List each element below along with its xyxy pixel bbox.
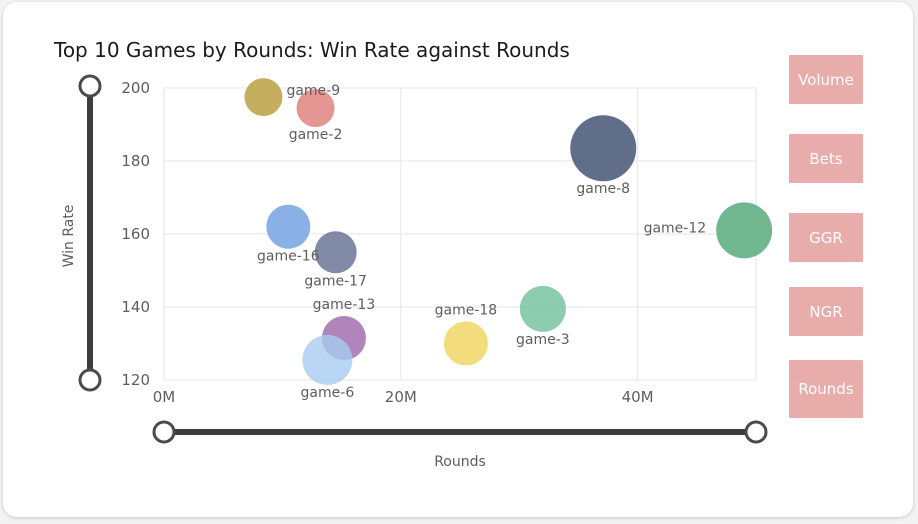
y-tick-label: 160 [121,225,150,243]
ggr-button[interactable]: GGR [789,213,863,262]
bets-button[interactable]: Bets [789,134,863,183]
bubble-game-9[interactable] [244,78,283,117]
bubble-label: game-16 [257,249,320,265]
bubble-game-3[interactable] [519,285,566,332]
bubble-label: game-8 [576,181,630,197]
y-range-slider-top-handle[interactable] [78,74,102,98]
x-axis-title: Rounds [434,454,486,470]
bubble-game-2[interactable] [296,89,335,128]
x-tick-label: 40M [622,388,654,406]
volume-button[interactable]: Volume [789,55,863,104]
bubble-game-8[interactable] [570,115,637,182]
y-range-slider-bottom-handle[interactable] [78,368,102,392]
bubble-label: game-18 [435,303,498,319]
x-range-slider-left-handle[interactable] [152,420,176,444]
bubble-game-16[interactable] [266,204,311,249]
bubble-label: game-6 [301,385,355,401]
bubble-label: game-13 [313,297,376,313]
x-axis-ticks: 0M 20M 40M [153,388,654,406]
bubble-label: game-12 [644,220,707,236]
bubble-label: game-2 [289,127,343,143]
x-tick-label: 20M [385,388,417,406]
chart-title: Top 10 Games by Rounds: Win Rate against… [54,38,570,62]
y-tick-label: 140 [121,298,150,316]
bubble-game-12[interactable] [716,202,773,259]
bubble-game-18[interactable] [443,321,488,366]
x-range-slider-right-handle[interactable] [744,420,768,444]
ngr-button[interactable]: NGR [789,287,863,336]
y-tick-label: 120 [121,371,150,389]
y-tick-label: 200 [121,79,150,97]
bubble-labels: game-9 game-2 game-8 game-16 game-17 game-12 g… [257,83,706,401]
bubble-label: game-9 [286,83,340,99]
bubble-label: game-3 [516,332,570,348]
gridlines [163,87,757,381]
x-tick-label: 0M [153,388,176,406]
bubble-game-17[interactable] [314,231,357,274]
y-axis-ticks: 120 140 160 180 200 [121,79,150,389]
bubbles [244,78,773,385]
y-tick-label: 180 [121,152,150,170]
bubble-game-6[interactable] [302,334,353,385]
rounds-button[interactable]: Rounds [789,360,863,418]
bubble-label: game-17 [304,273,367,289]
